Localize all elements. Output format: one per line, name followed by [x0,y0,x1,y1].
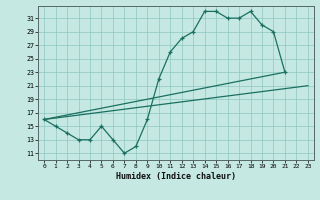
X-axis label: Humidex (Indice chaleur): Humidex (Indice chaleur) [116,172,236,181]
